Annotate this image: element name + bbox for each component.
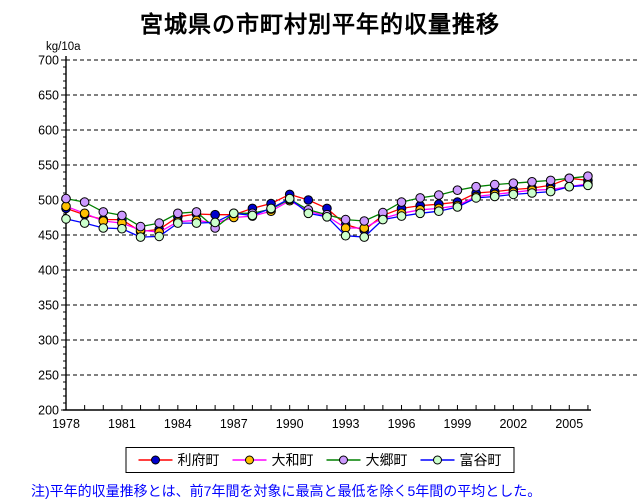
svg-text:1984: 1984 [164,417,192,431]
legend-item-yamato: 大和町 [232,450,314,470]
line-marker-icon [420,455,455,465]
chart-legend: 利府町 大和町 大郷町 富谷町 [125,447,515,473]
svg-text:400: 400 [38,264,59,278]
line-marker-icon [326,455,361,465]
svg-text:500: 500 [38,194,59,208]
svg-text:1981: 1981 [108,417,136,431]
y-axis-labels: 200 250 300 350 400 450 500 550 600 650 700 [38,54,59,418]
svg-text:2002: 2002 [499,417,527,431]
svg-text:350: 350 [38,299,59,313]
svg-text:300: 300 [38,334,59,348]
x-axis-labels: 1978 1981 1984 1987 1990 1993 1996 1999 2002 2005 [52,417,583,431]
svg-text:1993: 1993 [332,417,360,431]
line-marker-icon [232,455,267,465]
svg-text:700: 700 [38,54,59,68]
legend-item-osato: 大郷町 [326,450,408,470]
x-axis [63,405,591,411]
svg-text:2005: 2005 [555,417,583,431]
legend-label: 大郷町 [365,452,408,468]
svg-text:1990: 1990 [276,417,304,431]
svg-text:550: 550 [38,159,59,173]
y-axis-unit-label: kg/10a [46,41,81,53]
chart-title: 宮城県の市町村別平年的収量推移 [140,11,500,37]
y-axis [61,56,67,411]
series-大郷町 [61,171,593,233]
svg-text:1987: 1987 [220,417,248,431]
legend-item-tomiya: 富谷町 [420,450,502,470]
line-chart-plot: 200 250 300 350 400 450 500 550 600 650 700 1978 198… [38,54,637,431]
legend-label: 富谷町 [459,452,502,468]
footnote: 注)平年的収量推移とは、前7年間を対象に最高と最低を除く5年間の平均とした。 [31,483,542,499]
line-marker-icon [138,455,173,465]
svg-text:200: 200 [38,404,59,418]
legend-item-rifu: 利府町 [138,450,220,470]
svg-text:450: 450 [38,229,59,243]
svg-text:250: 250 [38,369,59,383]
legend-label: 大和町 [271,452,314,468]
svg-text:1999: 1999 [444,417,472,431]
gridlines [66,59,637,376]
series-富谷町 [61,180,593,242]
legend-label: 利府町 [177,452,220,468]
svg-text:1996: 1996 [388,417,416,431]
svg-text:650: 650 [38,89,59,103]
svg-text:1978: 1978 [52,417,80,431]
svg-text:600: 600 [38,124,59,138]
